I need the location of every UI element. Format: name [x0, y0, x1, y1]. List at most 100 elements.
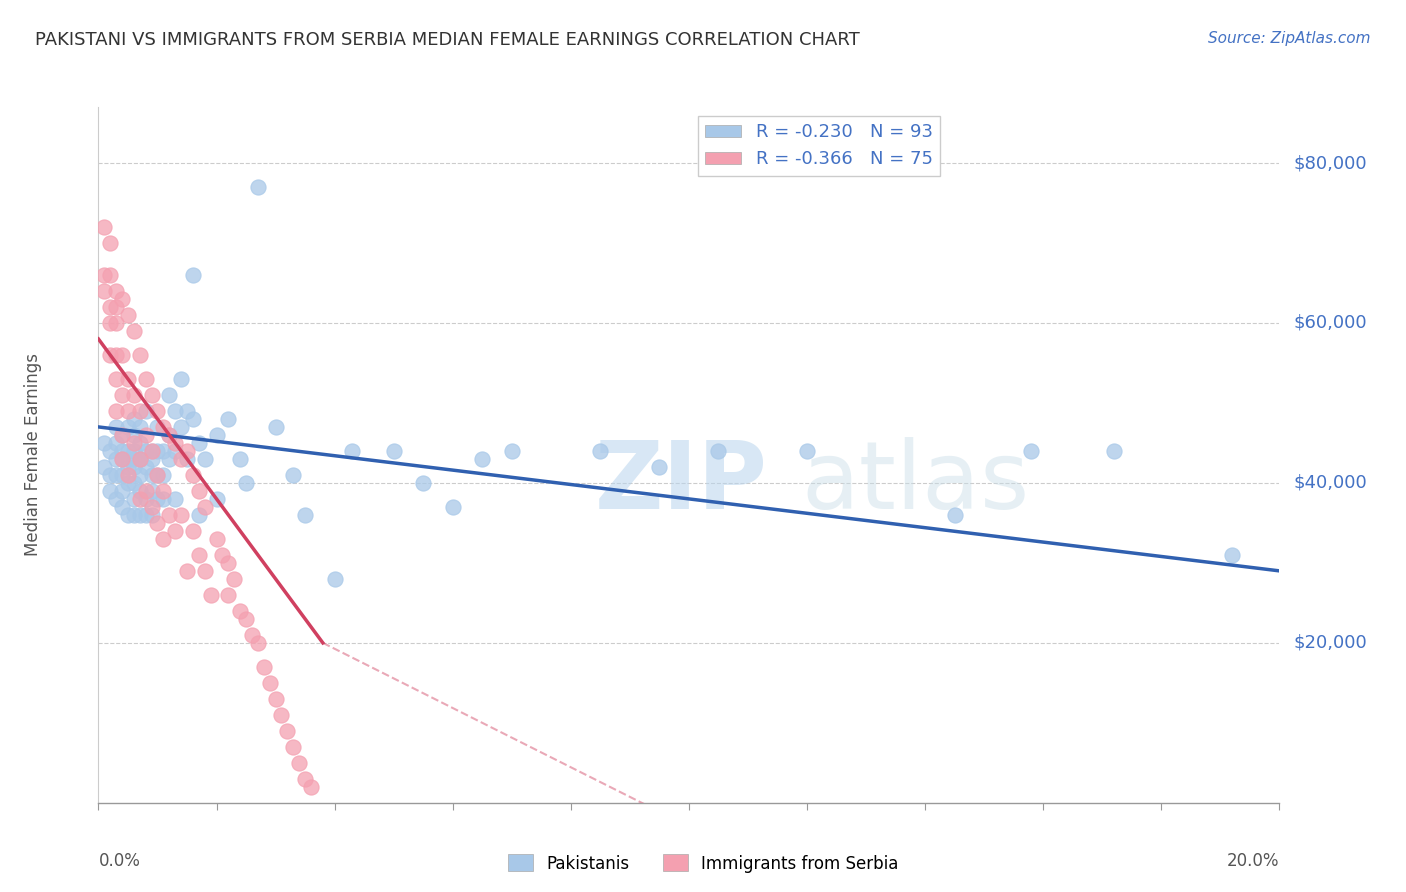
- Point: [501, 444, 523, 458]
- Point: [141, 500, 163, 514]
- Point: [111, 483, 134, 498]
- Point: [294, 508, 316, 522]
- Point: [176, 444, 198, 458]
- Point: [117, 404, 139, 418]
- Point: [111, 428, 134, 442]
- Point: [135, 508, 157, 522]
- Point: [135, 428, 157, 442]
- Point: [165, 444, 187, 458]
- Point: [111, 451, 134, 466]
- Point: [176, 404, 198, 418]
- Point: [288, 756, 311, 770]
- Point: [152, 420, 174, 434]
- Point: [283, 739, 305, 754]
- Point: [117, 508, 139, 522]
- Point: [152, 444, 174, 458]
- Point: [128, 451, 150, 466]
- Point: [141, 444, 163, 458]
- Point: [135, 483, 157, 498]
- Point: [194, 500, 217, 514]
- Text: Source: ZipAtlas.com: Source: ZipAtlas.com: [1208, 31, 1371, 46]
- Point: [122, 444, 145, 458]
- Text: $60,000: $60,000: [1294, 314, 1367, 332]
- Point: [93, 436, 115, 450]
- Point: [105, 467, 128, 482]
- Point: [205, 532, 228, 546]
- Point: [152, 532, 174, 546]
- Point: [93, 219, 115, 234]
- Point: [146, 516, 169, 530]
- Point: [111, 428, 134, 442]
- Point: [141, 508, 163, 522]
- Point: [98, 235, 121, 250]
- Point: [170, 451, 193, 466]
- Point: [152, 467, 174, 482]
- Point: [98, 300, 121, 314]
- Point: [117, 459, 139, 474]
- Point: [122, 436, 145, 450]
- Point: [253, 660, 276, 674]
- Point: [98, 348, 121, 362]
- Point: [117, 372, 139, 386]
- Point: [194, 451, 217, 466]
- Point: [122, 459, 145, 474]
- Point: [235, 475, 257, 490]
- Text: $80,000: $80,000: [1294, 154, 1367, 172]
- Point: [146, 467, 169, 482]
- Point: [105, 300, 128, 314]
- Text: $40,000: $40,000: [1294, 474, 1367, 491]
- Point: [240, 628, 263, 642]
- Point: [259, 676, 281, 690]
- Point: [294, 772, 316, 786]
- Point: [135, 459, 157, 474]
- Point: [270, 707, 292, 722]
- Point: [105, 404, 128, 418]
- Point: [157, 388, 180, 402]
- Text: 0.0%: 0.0%: [98, 852, 141, 870]
- Text: $20,000: $20,000: [1294, 634, 1367, 652]
- Point: [176, 564, 198, 578]
- Point: [111, 500, 134, 514]
- Point: [152, 483, 174, 498]
- Point: [117, 451, 139, 466]
- Point: [235, 612, 257, 626]
- Point: [135, 372, 157, 386]
- Point: [170, 420, 193, 434]
- Point: [135, 491, 157, 506]
- Point: [187, 436, 209, 450]
- Point: [187, 508, 209, 522]
- Point: [93, 459, 115, 474]
- Text: 20.0%: 20.0%: [1227, 852, 1279, 870]
- Point: [943, 508, 966, 522]
- Point: [111, 467, 134, 482]
- Point: [246, 180, 269, 194]
- Point: [165, 491, 187, 506]
- Text: PAKISTANI VS IMMIGRANTS FROM SERBIA MEDIAN FEMALE EARNINGS CORRELATION CHART: PAKISTANI VS IMMIGRANTS FROM SERBIA MEDI…: [35, 31, 860, 49]
- Point: [141, 444, 163, 458]
- Point: [111, 451, 134, 466]
- Point: [105, 372, 128, 386]
- Point: [323, 572, 346, 586]
- Point: [117, 308, 139, 322]
- Point: [181, 268, 204, 282]
- Legend: Pakistanis, Immigrants from Serbia: Pakistanis, Immigrants from Serbia: [501, 847, 905, 880]
- Point: [205, 428, 228, 442]
- Point: [98, 483, 121, 498]
- Point: [105, 316, 128, 330]
- Point: [146, 404, 169, 418]
- Point: [146, 467, 169, 482]
- Point: [105, 284, 128, 298]
- Point: [122, 412, 145, 426]
- Point: [141, 467, 163, 482]
- Point: [200, 588, 222, 602]
- Point: [141, 388, 163, 402]
- Point: [229, 451, 252, 466]
- Point: [105, 420, 128, 434]
- Point: [122, 491, 145, 506]
- Point: [205, 491, 228, 506]
- Point: [135, 444, 157, 458]
- Point: [141, 451, 163, 466]
- Point: [283, 467, 305, 482]
- Point: [176, 451, 198, 466]
- Point: [105, 436, 128, 450]
